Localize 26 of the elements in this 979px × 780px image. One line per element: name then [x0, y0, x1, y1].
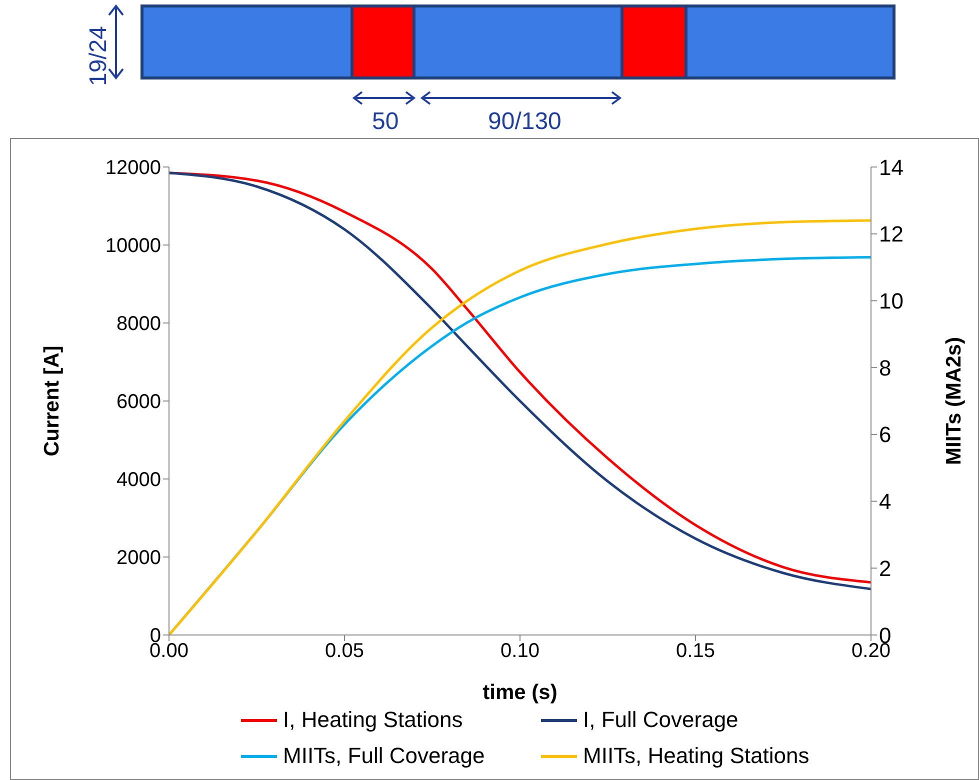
- text: 19/24: [85, 24, 113, 88]
- y2-tick-label: 2: [879, 556, 892, 581]
- y2-tick-label: 6: [879, 422, 892, 448]
- x-tick-label: 0.10: [500, 640, 540, 662]
- y-tick-label: 10000: [105, 235, 161, 258]
- y2-tick-label: 12: [879, 222, 904, 247]
- x-tick-label: 0.15: [676, 640, 715, 662]
- y-tick-label: 8000: [116, 313, 161, 336]
- y-tick-label: 12000: [105, 157, 161, 180]
- x-axis-title: time (s): [482, 681, 558, 704]
- y-tick-label: 4000: [116, 469, 161, 492]
- text: 50: [372, 108, 399, 136]
- legend-label: MIITs, Heating Stations: [583, 743, 810, 769]
- y2-axis-title: MIITs (MA2s): [942, 337, 966, 465]
- legend-label: I, Full Coverage: [583, 707, 738, 733]
- y2-tick-label: 14: [879, 154, 904, 180]
- y-axis-title: Current [A]: [40, 346, 64, 456]
- y-tick-label: 2000: [116, 547, 161, 570]
- legend-label: MIITs, Full Coverage: [283, 743, 485, 769]
- y2-tick-label: 10: [879, 288, 904, 314]
- y-tick-label: 6000: [116, 391, 161, 414]
- text: 90/130: [488, 108, 562, 136]
- legend-label: I, Heating Stations: [283, 707, 463, 733]
- y2-tick-label: 8: [879, 355, 892, 380]
- y2-tick-label: 4: [879, 489, 892, 514]
- x-tick-label: 0.05: [325, 640, 364, 662]
